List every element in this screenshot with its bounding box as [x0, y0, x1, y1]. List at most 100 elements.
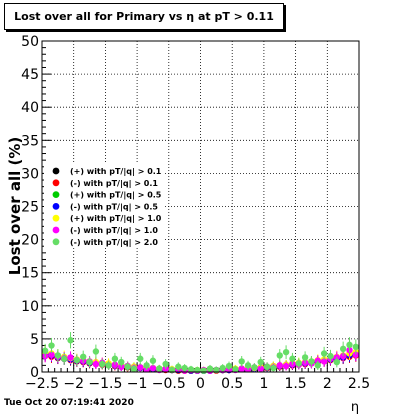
data-point	[86, 358, 93, 366]
data-point	[346, 341, 353, 349]
data-point	[187, 366, 195, 373]
data-point	[219, 364, 226, 372]
legend-label: (+) with pT/|q| > 0.1	[70, 167, 162, 176]
legend-label: (-) with pT/|q| > 1.0	[70, 226, 158, 235]
y-tick-label: 25	[21, 200, 39, 216]
legend-label: (+) with pT/|q| > 1.0	[70, 214, 162, 223]
x-tick-label: 1	[259, 376, 268, 392]
data-point	[130, 365, 138, 372]
data-point	[41, 347, 49, 355]
data-point	[92, 348, 100, 355]
data-point	[206, 365, 214, 372]
data-point	[111, 361, 119, 368]
data-point	[92, 360, 100, 368]
data-point	[99, 360, 106, 368]
data-point	[73, 356, 81, 364]
data-point	[282, 348, 290, 356]
data-point	[263, 363, 271, 370]
data-point	[295, 360, 302, 367]
timestamp: Tue Oct 20 07:19:41 2020	[4, 398, 134, 408]
data-point	[289, 355, 296, 362]
y-tick-label: 45	[21, 67, 39, 83]
x-tick-label: 2.5	[348, 376, 370, 392]
tick-labels: −2.5 −2 −1.5 −1 −0.5 0 0.5 1 1.5 2 2.5 0 5 10 15 20 25 30…	[21, 34, 370, 392]
data-point	[251, 364, 258, 371]
legend-label: (-) with pT/|q| > 0.5	[70, 202, 158, 211]
x-tick-label: −1	[127, 376, 148, 392]
data-point	[67, 354, 74, 361]
data-point	[339, 352, 347, 360]
data-point	[276, 362, 283, 369]
legend-marker	[52, 214, 60, 222]
data-point	[244, 362, 252, 369]
x-tick-label: −0.5	[152, 376, 186, 392]
y-tick-label: 30	[21, 166, 39, 182]
x-axis-label: η	[351, 400, 359, 414]
data-point	[105, 362, 112, 369]
data-points	[41, 332, 360, 374]
legend-marker	[52, 226, 60, 234]
series-6	[41, 332, 360, 374]
data-point	[320, 350, 328, 357]
data-point	[181, 364, 188, 372]
y-tick-label: 15	[21, 266, 39, 282]
data-point	[54, 352, 62, 359]
data-point	[352, 343, 360, 351]
x-tick-label: 2	[323, 376, 332, 392]
data-point	[48, 342, 55, 349]
data-point	[352, 351, 360, 358]
x-tick-label: 1.5	[284, 376, 306, 392]
legend-box	[44, 164, 165, 248]
plot-border	[41, 40, 360, 373]
data-point	[257, 365, 264, 372]
data-point	[200, 367, 207, 374]
data-point	[301, 354, 309, 361]
legend-marker	[52, 238, 60, 246]
data-point	[238, 358, 245, 365]
data-point	[111, 355, 119, 362]
y-tick-label: 40	[21, 100, 39, 116]
y-tick-label: 20	[21, 233, 39, 249]
x-tick-label: −2	[63, 376, 84, 392]
x-tick-label: 0	[196, 376, 205, 392]
y-tick-label: 5	[30, 332, 39, 348]
x-tick-label: 0.5	[221, 376, 243, 392]
data-point	[156, 365, 163, 372]
data-point	[320, 358, 328, 365]
data-point	[149, 364, 157, 372]
data-point	[67, 337, 74, 344]
data-point	[314, 362, 321, 369]
data-point	[314, 357, 321, 364]
legend-marker	[52, 167, 60, 175]
data-point	[238, 365, 245, 372]
y-tick-label: 35	[21, 133, 39, 149]
y-axis-label: Lost over all (%)	[6, 137, 24, 275]
legend-label: (+) with pT/|q| > 0.5	[70, 191, 162, 200]
y-tick-label: 50	[21, 34, 39, 50]
data-point	[175, 363, 182, 370]
data-point	[124, 363, 131, 370]
legend: (+) with pT/|q| > 0.1 (-) with pT/|q| > 0…	[44, 164, 165, 248]
data-point	[162, 360, 169, 368]
data-point	[80, 353, 87, 360]
legend-label: (-) with pT/|q| > 2.0	[70, 238, 158, 247]
data-point	[60, 355, 68, 362]
data-point	[225, 362, 233, 370]
data-point	[282, 362, 290, 370]
legend-marker	[52, 203, 60, 210]
data-point	[276, 352, 283, 359]
data-point	[137, 355, 144, 362]
data-point	[143, 362, 150, 369]
x-tick-label: −2.5	[25, 376, 59, 392]
data-point	[149, 357, 157, 364]
data-point	[270, 364, 277, 372]
data-point	[308, 358, 315, 365]
data-point	[232, 366, 239, 373]
legend-label: (-) with pT/|q| > 0.1	[70, 179, 158, 188]
data-point	[339, 345, 347, 353]
data-point	[48, 351, 55, 358]
y-tick-label: 0	[30, 365, 39, 381]
x-tick-label: −1.5	[88, 376, 122, 392]
